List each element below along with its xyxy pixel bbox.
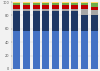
Bar [81, 15, 88, 31]
Bar [81, 5, 88, 9]
Bar [13, 3, 20, 5]
Bar [52, 12, 59, 31]
Bar [62, 9, 69, 12]
Bar [62, 2, 69, 3]
Bar [62, 12, 69, 31]
Bar [32, 9, 40, 12]
Bar [42, 2, 50, 3]
Bar [52, 9, 59, 12]
Bar [52, 3, 59, 5]
Bar [81, 9, 88, 15]
Bar [81, 31, 88, 69]
Bar [52, 31, 59, 69]
Bar [71, 3, 79, 5]
Bar [13, 9, 20, 12]
Bar [90, 7, 98, 10]
Bar [71, 31, 79, 69]
Bar [52, 5, 59, 9]
Bar [62, 3, 69, 5]
Bar [81, 3, 88, 5]
Bar [23, 5, 30, 9]
Bar [32, 3, 40, 5]
Bar [90, 3, 98, 7]
Bar [42, 5, 50, 9]
Bar [23, 31, 30, 69]
Bar [90, 10, 98, 15]
Bar [52, 2, 59, 3]
Bar [23, 3, 30, 5]
Bar [62, 31, 69, 69]
Bar [23, 2, 30, 3]
Bar [71, 12, 79, 31]
Bar [23, 12, 30, 31]
Bar [32, 12, 40, 31]
Bar [42, 9, 50, 12]
Bar [13, 12, 20, 32]
Bar [23, 9, 30, 12]
Bar [71, 2, 79, 3]
Bar [32, 31, 40, 69]
Bar [13, 2, 20, 3]
Bar [81, 2, 88, 3]
Bar [42, 3, 50, 5]
Bar [32, 2, 40, 3]
Bar [32, 5, 40, 9]
Bar [13, 5, 20, 9]
Bar [42, 12, 50, 31]
Bar [13, 32, 20, 69]
Bar [71, 5, 79, 9]
Bar [42, 31, 50, 69]
Bar [90, 31, 98, 69]
Bar [71, 9, 79, 12]
Bar [62, 5, 69, 9]
Bar [90, 2, 98, 3]
Bar [90, 15, 98, 31]
